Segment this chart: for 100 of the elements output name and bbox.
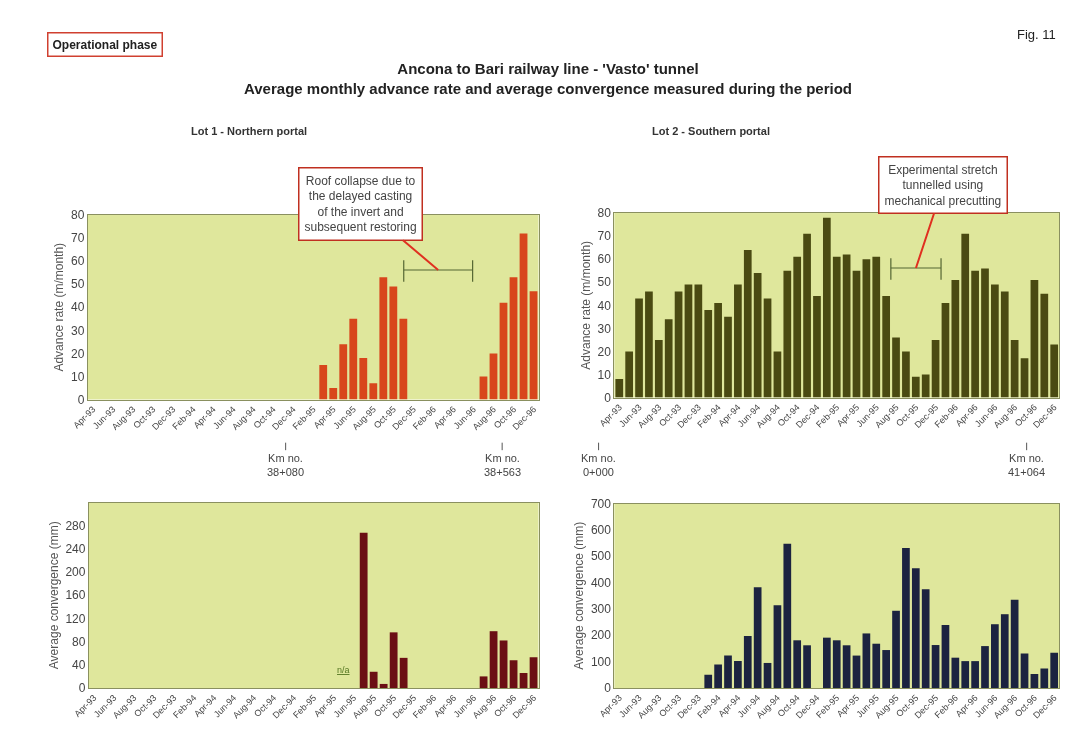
caption: Fig. 11: [1017, 27, 1056, 42]
bar: [734, 284, 742, 398]
text: Km no. 38+563: [484, 452, 522, 479]
text: Operational phase: [52, 37, 158, 52]
y-axis-title: Advance rate (m/month): [52, 242, 67, 372]
bar: [981, 268, 989, 398]
y-tick-label: 200: [65, 565, 86, 580]
y-tick-label: 0: [604, 681, 612, 696]
bar: [1030, 279, 1039, 398]
bar: [852, 270, 861, 398]
bar: [902, 548, 910, 688]
bar: [921, 589, 930, 688]
bar: [793, 640, 802, 688]
y-tick-label: 40: [71, 300, 85, 315]
bar: [981, 646, 989, 688]
bar: [664, 319, 673, 398]
y-tick-label: 500: [590, 549, 612, 564]
bar: [813, 296, 821, 398]
bar: [783, 270, 792, 398]
chart-subtitle: Lot 2 - Southern portal: [652, 125, 770, 137]
bar: [991, 624, 999, 688]
text: Experimental stretch tunnelled using mechanical precutting: [884, 162, 1002, 208]
y-tick-label: 100: [590, 654, 612, 669]
bar: [369, 671, 378, 688]
bar: [842, 254, 851, 398]
y-axis-title: Average convergence (mm): [46, 521, 61, 670]
bar: [862, 633, 871, 688]
y-tick-label: 400: [590, 575, 612, 590]
y-tick-label: 280: [65, 518, 86, 533]
bar: [971, 661, 979, 688]
bar: [822, 637, 831, 688]
y-tick-label: 20: [71, 346, 85, 361]
bar: [1020, 653, 1029, 688]
y-tick-label: 240: [65, 542, 86, 557]
bar: [1040, 293, 1049, 398]
y-tick-label: 80: [597, 206, 612, 221]
bar: [329, 387, 338, 400]
bar: [349, 318, 358, 400]
bar: [389, 286, 398, 400]
bar: [684, 284, 693, 398]
y-tick-label: 300: [590, 602, 612, 617]
y-tick-label: 200: [590, 628, 612, 643]
bar: [832, 256, 841, 398]
bar: [753, 587, 762, 688]
bar: [743, 249, 752, 398]
bar: [714, 664, 722, 688]
y-tick-label: 30: [597, 321, 612, 336]
bar: [1020, 358, 1029, 398]
bar: [951, 279, 960, 398]
y-tick-label: 50: [71, 277, 85, 292]
bar: [714, 302, 722, 398]
bar: [724, 655, 732, 688]
bar: [773, 605, 782, 688]
bar: [911, 568, 920, 688]
bar: [1000, 614, 1009, 688]
bar: [892, 610, 900, 688]
bar: [369, 383, 378, 400]
bar: [625, 351, 634, 398]
bar: [319, 364, 328, 400]
y-tick-label: 120: [65, 611, 86, 626]
y-tick-label: 70: [71, 231, 85, 246]
bar: [694, 284, 703, 398]
bar: [1000, 291, 1009, 398]
bar: [734, 661, 742, 688]
bar: [931, 645, 940, 688]
bar: [911, 376, 920, 398]
bar: [931, 339, 940, 398]
bar: [479, 676, 488, 688]
bar: [399, 318, 408, 400]
bar: [339, 344, 348, 400]
bar: [803, 645, 811, 688]
y-axis-title: Advance rate (m/month): [578, 240, 593, 370]
y-tick-label: 40: [597, 298, 612, 313]
y-tick-label: 20: [597, 344, 612, 359]
y-tick-label: 10: [597, 367, 612, 382]
bar: [991, 284, 999, 398]
bar: [635, 298, 643, 398]
bar: [892, 337, 900, 398]
bar: [941, 302, 950, 398]
bar: [783, 543, 792, 688]
y-tick-label: 600: [590, 523, 612, 538]
bar: [971, 270, 979, 398]
y-tick-label: 160: [65, 588, 86, 603]
y-tick-label: 30: [71, 323, 85, 338]
y-tick-label: 0: [78, 681, 86, 696]
bar: [359, 532, 368, 688]
bar: [773, 351, 782, 398]
bar: [832, 640, 841, 688]
bar: [489, 631, 498, 688]
bar: [872, 643, 881, 688]
chart-subtitle: Lot 1 - Northern portal: [191, 125, 308, 137]
bar: [793, 256, 802, 398]
bar: [753, 273, 762, 398]
bar: [842, 645, 851, 688]
bar: [961, 233, 970, 398]
bar: [822, 217, 831, 398]
bar: [645, 291, 653, 398]
bar: [803, 233, 811, 398]
bar: [872, 256, 881, 398]
y-tick-label: 80: [72, 634, 86, 649]
